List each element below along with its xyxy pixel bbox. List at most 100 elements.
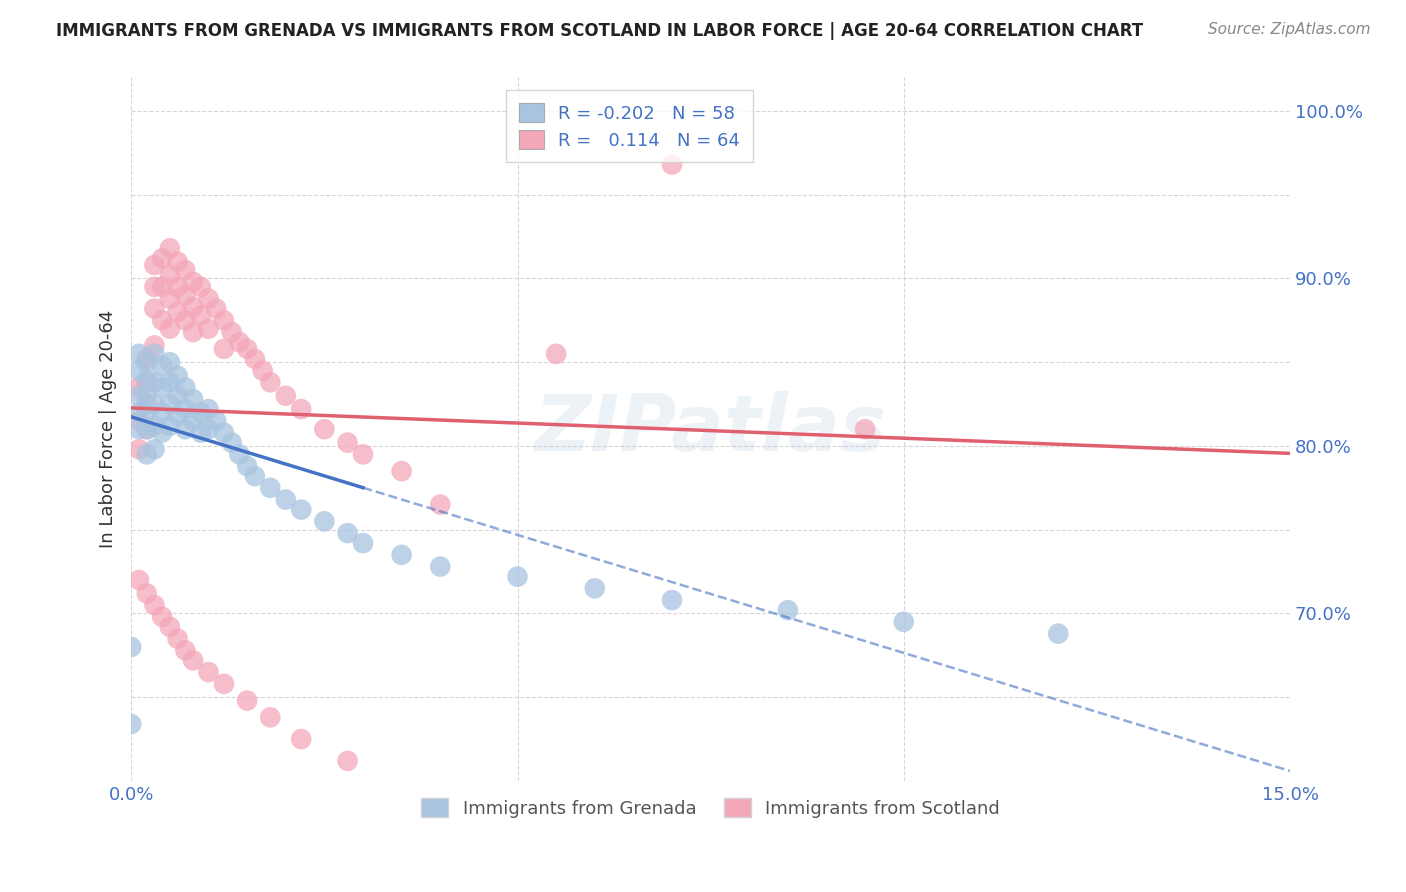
- Point: [314, 422, 336, 436]
- Point: [128, 422, 150, 436]
- Point: [290, 732, 312, 747]
- Point: [391, 464, 413, 478]
- Point: [128, 442, 150, 457]
- Point: [135, 422, 157, 436]
- Point: [143, 418, 166, 433]
- Point: [166, 409, 188, 423]
- Point: [135, 389, 157, 403]
- Point: [159, 322, 181, 336]
- Point: [583, 582, 606, 596]
- Point: [236, 342, 259, 356]
- Point: [150, 252, 173, 266]
- Point: [546, 347, 568, 361]
- Point: [150, 359, 173, 373]
- Point: [336, 435, 359, 450]
- Point: [150, 425, 173, 440]
- Point: [197, 322, 219, 336]
- Point: [135, 372, 157, 386]
- Point: [159, 620, 181, 634]
- Point: [143, 397, 166, 411]
- Point: [212, 425, 235, 440]
- Text: ZIPatlas: ZIPatlas: [534, 392, 887, 467]
- Point: [135, 376, 157, 390]
- Point: [661, 593, 683, 607]
- Point: [181, 392, 204, 406]
- Point: [274, 389, 297, 403]
- Point: [853, 422, 876, 436]
- Point: [135, 397, 157, 411]
- Point: [135, 422, 157, 436]
- Point: [181, 300, 204, 314]
- Point: [221, 325, 243, 339]
- Point: [181, 325, 204, 339]
- Point: [391, 548, 413, 562]
- Point: [166, 254, 188, 268]
- Point: [174, 263, 197, 277]
- Point: [893, 615, 915, 629]
- Point: [159, 376, 181, 390]
- Point: [205, 301, 228, 316]
- Point: [143, 376, 166, 390]
- Point: [128, 414, 150, 428]
- Point: [120, 640, 142, 654]
- Point: [259, 376, 281, 390]
- Point: [181, 275, 204, 289]
- Point: [128, 405, 150, 419]
- Point: [166, 632, 188, 646]
- Y-axis label: In Labor Force | Age 20-64: In Labor Force | Age 20-64: [100, 310, 117, 549]
- Point: [236, 459, 259, 474]
- Point: [197, 402, 219, 417]
- Point: [166, 368, 188, 383]
- Point: [290, 402, 312, 417]
- Point: [212, 677, 235, 691]
- Point: [166, 305, 188, 319]
- Point: [352, 447, 374, 461]
- Point: [197, 422, 219, 436]
- Point: [506, 569, 529, 583]
- Point: [197, 665, 219, 679]
- Point: [336, 526, 359, 541]
- Point: [159, 355, 181, 369]
- Point: [135, 355, 157, 369]
- Point: [150, 610, 173, 624]
- Point: [150, 313, 173, 327]
- Point: [181, 414, 204, 428]
- Point: [174, 643, 197, 657]
- Point: [181, 653, 204, 667]
- Point: [352, 536, 374, 550]
- Point: [143, 280, 166, 294]
- Point: [150, 405, 173, 419]
- Point: [150, 380, 173, 394]
- Point: [174, 422, 197, 436]
- Point: [212, 313, 235, 327]
- Point: [174, 288, 197, 302]
- Point: [159, 292, 181, 306]
- Point: [174, 402, 197, 417]
- Point: [135, 351, 157, 366]
- Point: [259, 710, 281, 724]
- Point: [290, 502, 312, 516]
- Point: [236, 693, 259, 707]
- Point: [212, 342, 235, 356]
- Point: [166, 389, 188, 403]
- Point: [128, 363, 150, 377]
- Point: [135, 447, 157, 461]
- Point: [274, 492, 297, 507]
- Point: [159, 397, 181, 411]
- Point: [128, 380, 150, 394]
- Text: IMMIGRANTS FROM GRENADA VS IMMIGRANTS FROM SCOTLAND IN LABOR FORCE | AGE 20-64 C: IMMIGRANTS FROM GRENADA VS IMMIGRANTS FR…: [56, 22, 1143, 40]
- Point: [429, 559, 451, 574]
- Point: [1047, 626, 1070, 640]
- Point: [205, 414, 228, 428]
- Point: [174, 380, 197, 394]
- Point: [174, 313, 197, 327]
- Point: [150, 280, 173, 294]
- Point: [159, 268, 181, 282]
- Point: [128, 573, 150, 587]
- Legend: Immigrants from Grenada, Immigrants from Scotland: Immigrants from Grenada, Immigrants from…: [415, 790, 1007, 825]
- Point: [143, 598, 166, 612]
- Point: [243, 469, 266, 483]
- Point: [143, 338, 166, 352]
- Point: [228, 447, 250, 461]
- Point: [159, 241, 181, 255]
